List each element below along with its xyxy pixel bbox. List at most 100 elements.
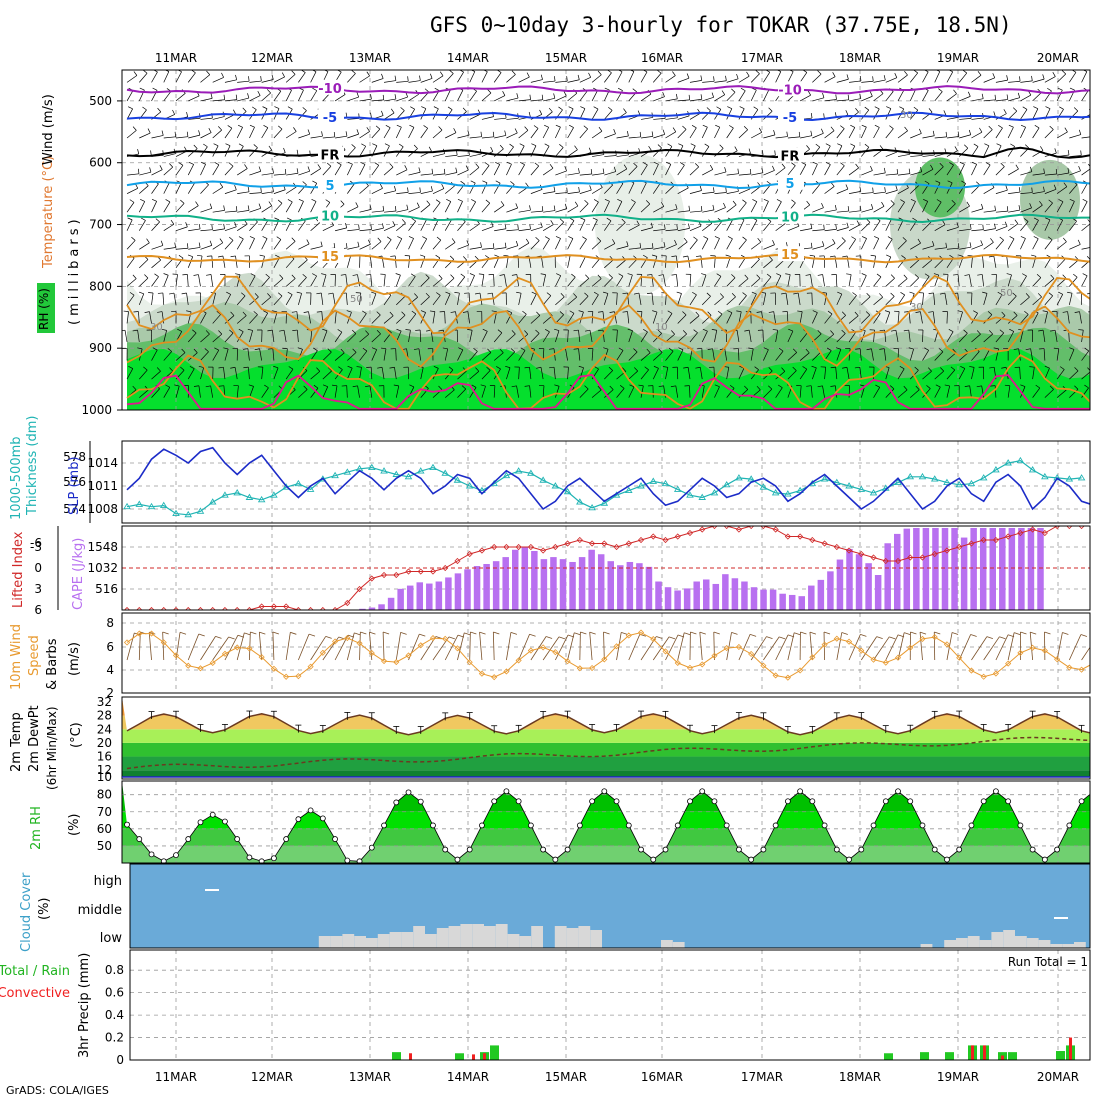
barb: [665, 313, 673, 324]
wind-point: [907, 644, 914, 651]
sfc-barb: [946, 632, 953, 661]
barb: [394, 367, 397, 380]
barb: [726, 108, 733, 120]
barb: [873, 313, 881, 324]
barb: [432, 368, 439, 380]
barb: [212, 116, 225, 120]
barb: [175, 136, 188, 139]
barb: [702, 80, 715, 83]
barb: [310, 246, 323, 250]
barb: [640, 117, 653, 120]
barb: [1069, 134, 1081, 139]
barb: [995, 189, 1008, 194]
thickness-point: [906, 472, 915, 480]
barb: [653, 246, 666, 250]
barb: [689, 80, 702, 83]
barb: [1056, 258, 1066, 269]
barb: [627, 311, 630, 324]
barb: [591, 187, 603, 194]
precip-conv-bar-10: [983, 1045, 986, 1060]
rh2m-point: [833, 846, 840, 853]
barb: [567, 191, 580, 194]
barb: [701, 223, 712, 232]
barb: [272, 330, 275, 343]
barb: [946, 331, 954, 343]
barb: [457, 293, 460, 305]
barb: [237, 80, 250, 83]
barb: [1081, 183, 1088, 194]
rh2m-point: [381, 822, 387, 829]
rh-legend-swatch: [37, 283, 55, 333]
barb: [347, 229, 360, 232]
li-point: [405, 568, 412, 575]
li-point: [589, 540, 596, 547]
barb: [689, 127, 697, 139]
barb: [849, 80, 862, 83]
barb: [285, 258, 295, 269]
li-point: [992, 536, 999, 544]
barb: [934, 224, 946, 232]
barb: [787, 274, 791, 287]
wind-point: [674, 659, 681, 667]
barb: [885, 190, 898, 194]
barb: [224, 189, 237, 194]
barb: [273, 76, 285, 83]
barb: [1094, 275, 1097, 287]
barb: [272, 348, 275, 361]
barb: [237, 210, 250, 213]
barb: [261, 387, 269, 398]
barb: [922, 168, 934, 176]
barb: [775, 350, 784, 361]
contour-label--10-0: -10: [318, 82, 342, 97]
thickness-point: [698, 493, 707, 500]
barb: [971, 74, 982, 83]
li-point: [686, 529, 694, 537]
barb: [347, 73, 356, 83]
rh2m-point: [332, 836, 338, 842]
barb: [212, 228, 225, 232]
barb: [1032, 108, 1039, 120]
wind-point: [332, 638, 339, 645]
rh2m-point: [283, 836, 290, 842]
barb: [383, 190, 396, 194]
barb: [995, 332, 1005, 343]
pressure-tick-700: 700: [89, 218, 112, 232]
barb: [579, 128, 588, 139]
barb: [444, 89, 451, 102]
barb: [493, 385, 496, 398]
barb: [763, 170, 775, 176]
barb: [334, 352, 345, 361]
barb: [298, 293, 302, 306]
barb: [652, 368, 659, 380]
barb: [738, 75, 750, 83]
barb: [1094, 371, 1100, 379]
barb: [1032, 191, 1045, 194]
barb: [1007, 238, 1015, 250]
thickness-point: [527, 469, 535, 476]
barb: [506, 97, 519, 102]
barb: [285, 131, 297, 139]
barb: [946, 247, 959, 250]
barb: [861, 222, 871, 231]
barb: [677, 241, 688, 250]
cloud-bar: [566, 928, 579, 948]
li-point: [540, 547, 547, 554]
barb: [885, 238, 893, 250]
barb: [934, 71, 941, 83]
barb: [261, 312, 269, 324]
cloud-bar: [472, 924, 484, 948]
barb: [640, 136, 653, 139]
barb: [1020, 94, 1032, 102]
barb: [1069, 155, 1082, 157]
barb: [652, 183, 661, 194]
barb: [432, 239, 442, 250]
wind-point: [123, 639, 131, 646]
barb: [432, 311, 436, 324]
li-point: [956, 543, 963, 551]
barb: [1081, 136, 1090, 139]
barb: [604, 72, 612, 83]
barb: [126, 278, 137, 287]
wind-point: [576, 665, 583, 672]
barb: [542, 167, 554, 176]
